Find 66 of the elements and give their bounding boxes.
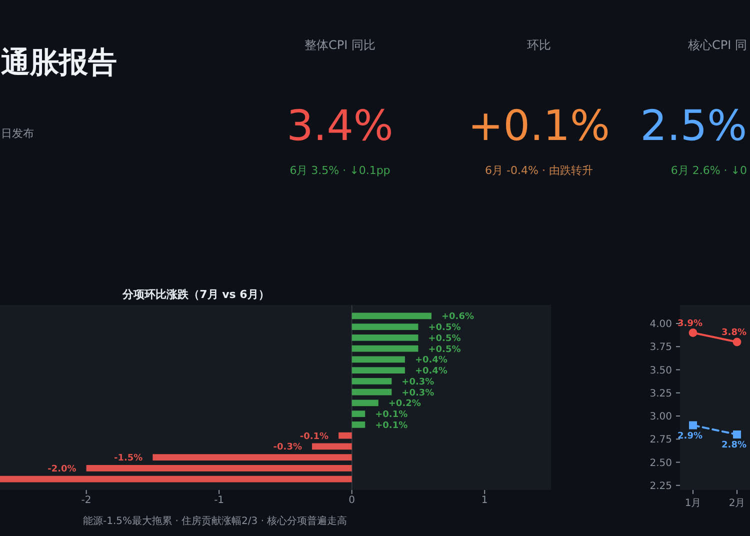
y-tick-label: 3.50 [650,365,672,376]
chart-title: 分项环比涨跌（7月 vs 6月） [122,288,270,301]
point [689,421,697,430]
bar [338,432,352,439]
text: 3.4% [286,101,394,150]
bar [352,345,418,352]
data-label: -2.0% [48,464,76,474]
y-tick-label: 3.25 [650,388,672,400]
text: 6月 -0.4% · 由跌转升 [485,164,593,177]
data-label: +0.3% [402,388,434,398]
x-tick-label: 1月 [684,498,702,509]
x-tick-label: 2月 [728,498,746,509]
data-label: +0.5% [428,323,461,334]
bar [352,421,366,428]
y-tick-label: 4.00 [650,319,672,330]
bar [352,324,418,330]
data-label: -0.3% [273,442,302,453]
data-label: 2.8% [722,440,746,450]
bar [312,443,352,450]
text: +0.1% [468,101,610,150]
data-label: +0.6% [442,312,474,322]
text: 环比 [527,38,551,52]
bar [352,378,392,384]
text: 整体CPI 同比 [304,38,376,52]
bar [352,400,378,406]
text: 通胀报告 [1,45,117,79]
bar [152,454,352,461]
y-tick-label: 2.25 [650,480,672,492]
point [732,338,742,346]
text: 6月 3.5% · ↓0.1pp [290,164,390,177]
text: 核心CPI 同 [687,38,747,52]
point [733,430,741,438]
x-tick-label: 1 [481,495,488,506]
data-label: 2.9% [678,431,702,442]
y-tick-label: 3.75 [650,342,672,354]
data-label: +0.4% [414,356,448,366]
y-tick-label: 3.00 [650,412,672,422]
x-tick-label: 0 [348,495,356,506]
bar [352,367,405,374]
x-tick-label: -2 [81,495,92,506]
data-label: +0.1% [375,410,408,420]
bar [86,464,352,472]
data-label: -1.5% [114,454,143,464]
bar [352,356,405,363]
data-label: 3.8% [722,328,746,338]
bar [352,410,366,418]
data-label: +0.5% [428,334,461,344]
text: 6月 2.6% · ↓0 [670,164,747,177]
bar [352,334,418,341]
text: 能源-1.5%最大拖累 · 住房贡献涨幅2/3 · 核心分项普遍走高 [83,515,348,527]
bar [352,312,432,320]
data-label: +0.4% [414,366,448,377]
text: 2.5% [640,101,747,150]
data-label: -0.1% [300,432,329,442]
bar [352,388,392,396]
data-label: +0.1% [375,420,408,431]
data-label: 3.9% [678,318,702,329]
y-tick-label: 2.75 [650,434,672,446]
point [688,328,698,337]
data-label: +0.5% [428,344,461,355]
x-tick-label: -1 [214,495,224,506]
data-label: +0.2% [388,399,421,410]
text: 日发布 [1,127,34,140]
data-label: +0.3% [402,377,434,388]
y-tick-label: 2.50 [650,458,672,469]
bar [0,476,352,482]
